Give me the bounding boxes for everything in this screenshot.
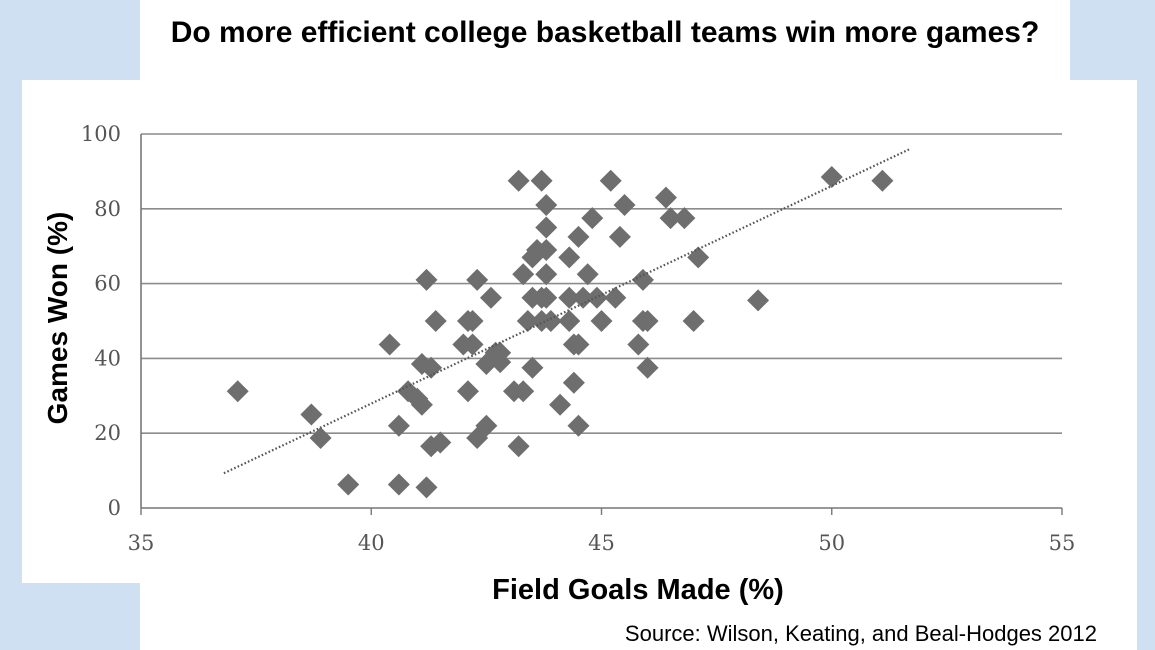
data-point-20 <box>461 333 484 356</box>
data-point-13 <box>420 356 443 379</box>
data-point-3 <box>337 473 360 496</box>
data-point-75 <box>682 310 705 332</box>
x-axis-label: Field Goals Made (%) <box>492 574 784 606</box>
data-point-52 <box>558 310 581 332</box>
y-tick-label-20: 20 <box>94 421 121 445</box>
slide-title: Do more efficient college basketball tea… <box>170 16 1040 49</box>
data-point-25 <box>475 414 498 437</box>
data-point-44 <box>535 216 558 239</box>
data-point-5 <box>387 414 410 437</box>
data-point-49 <box>549 393 572 416</box>
data-point-56 <box>567 333 590 356</box>
data-point-6 <box>387 473 410 496</box>
y-axis-label: Games Won (%) <box>42 211 73 425</box>
data-point-0 <box>226 380 249 403</box>
x-tick-label-45: 45 <box>588 531 615 555</box>
data-point-73 <box>659 207 682 230</box>
data-point-45 <box>535 238 558 261</box>
data-point-33 <box>512 263 535 286</box>
data-point-76 <box>687 246 710 269</box>
data-point-2 <box>309 427 332 450</box>
data-point-50 <box>558 246 581 269</box>
data-point-51 <box>558 286 581 309</box>
y-tick-label-60: 60 <box>94 272 121 296</box>
data-point-48 <box>539 310 562 332</box>
gridlines <box>141 133 1062 435</box>
data-point-29 <box>489 341 512 364</box>
data-point-77 <box>747 289 770 312</box>
data-point-68 <box>631 268 654 291</box>
data-point-34 <box>512 380 535 403</box>
data-point-55 <box>567 225 590 248</box>
data-point-11 <box>415 268 438 291</box>
data-point-65 <box>608 225 631 248</box>
data-point-70 <box>636 310 659 332</box>
y-tick-label-40: 40 <box>94 346 121 370</box>
data-point-46 <box>535 263 558 286</box>
data-point-21 <box>461 310 484 332</box>
data-point-10 <box>410 393 433 416</box>
footer-background <box>140 583 1137 650</box>
data-points <box>226 166 894 499</box>
data-point-12 <box>415 476 438 499</box>
data-point-4 <box>378 333 401 356</box>
data-point-67 <box>627 333 650 356</box>
trendline-group <box>223 147 911 475</box>
data-point-72 <box>654 186 677 209</box>
data-point-22 <box>466 268 489 291</box>
data-point-59 <box>576 263 599 286</box>
data-point-19 <box>456 380 479 403</box>
data-point-15 <box>424 310 447 332</box>
axes <box>140 134 1063 515</box>
data-point-61 <box>585 286 608 309</box>
data-point-79 <box>871 169 894 192</box>
data-point-71 <box>636 356 659 379</box>
chart-background <box>22 80 1137 583</box>
data-point-62 <box>590 310 613 332</box>
data-point-60 <box>581 207 604 230</box>
y-tick-label-100: 100 <box>81 122 121 146</box>
x-tick-label-35: 35 <box>128 531 155 555</box>
data-point-63 <box>599 169 622 192</box>
data-point-32 <box>507 435 530 458</box>
data-point-54 <box>562 371 585 394</box>
data-point-16 <box>429 431 452 454</box>
data-point-47 <box>535 286 558 309</box>
data-point-38 <box>521 356 544 379</box>
data-point-43 <box>535 194 558 217</box>
data-point-26 <box>479 286 502 309</box>
data-point-66 <box>613 194 636 217</box>
y-tick-label-0: 0 <box>108 496 121 520</box>
tick-labels: 0 20 40 60 80 100 35 40 45 50 55 <box>81 122 1075 555</box>
data-point-64 <box>604 286 627 309</box>
data-point-36 <box>521 246 544 269</box>
x-tick-label-40: 40 <box>358 531 385 555</box>
data-point-1 <box>300 403 323 426</box>
data-point-74 <box>673 207 696 230</box>
data-point-58 <box>572 286 595 309</box>
data-point-40 <box>530 169 553 192</box>
data-point-31 <box>507 169 530 192</box>
y-tick-label-80: 80 <box>94 197 121 221</box>
x-tick-label-50: 50 <box>818 531 845 555</box>
data-point-57 <box>567 414 590 437</box>
data-point-78 <box>820 166 843 189</box>
title-background <box>140 0 1070 80</box>
x-tick-label-55: 55 <box>1049 531 1076 555</box>
source-citation: Source: Wilson, Keating, and Beal-Hodges… <box>624 621 1097 646</box>
trendline <box>223 147 911 475</box>
